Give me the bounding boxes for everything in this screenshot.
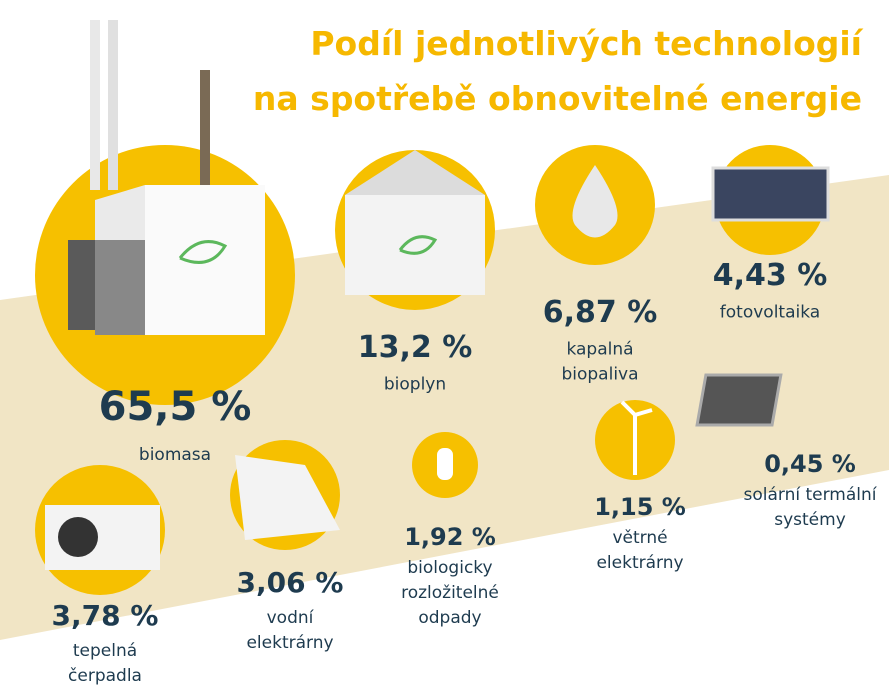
value-label: 1,15 % [594, 493, 686, 521]
item-label: větrné [612, 528, 667, 548]
item-label: solární termální [743, 485, 877, 505]
value-label: 4,43 % [713, 258, 828, 293]
item-label: rozložitelné [401, 583, 499, 603]
value-label: 3,78 % [52, 599, 159, 632]
value-label: 3,06 % [237, 566, 344, 599]
solar-thermal-icon [697, 375, 781, 425]
item-label: elektrárny [246, 633, 333, 653]
item-label: elektrárny [596, 553, 683, 573]
apple-core-icon [437, 448, 453, 480]
heat-pump-icon [45, 505, 160, 570]
pv-panel-icon [713, 168, 828, 220]
item-label: vodní [267, 608, 315, 628]
item-label: systémy [774, 510, 846, 530]
value-label: 65,5 % [99, 384, 252, 430]
value-label: 0,45 % [764, 450, 856, 478]
value-label: 1,92 % [404, 523, 496, 551]
title-line: na spotřebě obnovitelné energie [253, 79, 862, 118]
item-label: biologicky [407, 558, 492, 578]
title-line: Podíl jednotlivých technologií [310, 24, 863, 63]
item-label: odpady [418, 608, 481, 628]
item-label: bioplyn [384, 375, 446, 395]
infographic: Podíl jednotlivých technologií na spotřeb… [0, 0, 889, 687]
item-label: tepelná [73, 641, 137, 661]
item-label: biomasa [139, 445, 211, 465]
item-label: čerpadla [68, 666, 142, 686]
item-label: kapalná [566, 340, 633, 360]
value-label: 6,87 % [543, 295, 658, 330]
item-label: fotovoltaika [720, 303, 820, 323]
value-label: 13,2 % [358, 330, 473, 365]
item-label: biopaliva [561, 365, 638, 385]
